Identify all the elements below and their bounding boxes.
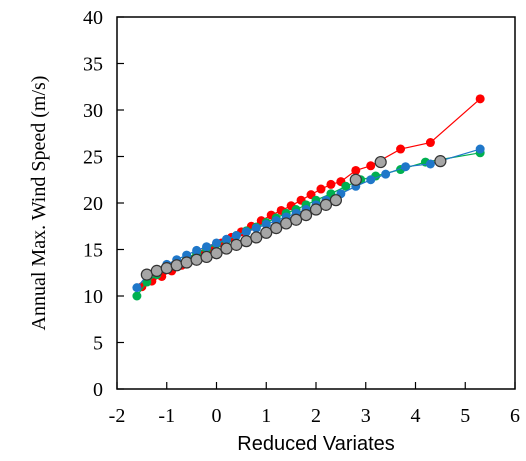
data-point xyxy=(132,283,142,293)
data-point xyxy=(349,173,362,186)
y-tick-label: 20 xyxy=(83,193,103,215)
data-point xyxy=(180,256,193,269)
data-point xyxy=(212,238,221,248)
data-point xyxy=(231,231,241,241)
data-point xyxy=(329,194,342,207)
data-point xyxy=(261,219,271,229)
series-layer xyxy=(132,94,485,301)
data-point xyxy=(366,175,376,185)
x-tick-label: -2 xyxy=(109,405,126,427)
data-point xyxy=(230,238,243,251)
y-tick-label: 25 xyxy=(83,147,103,169)
data-point xyxy=(475,144,485,154)
data-point xyxy=(250,231,263,244)
x-tick-label: 2 xyxy=(311,405,321,427)
y-tick-label: 10 xyxy=(83,286,103,308)
data-point xyxy=(192,245,202,255)
series-3 xyxy=(140,155,447,281)
data-point xyxy=(160,262,173,275)
x-tick-label: 6 xyxy=(510,405,520,427)
data-point xyxy=(316,184,326,194)
y-tick-label: 5 xyxy=(93,333,103,355)
data-point xyxy=(251,223,261,233)
data-point xyxy=(220,242,233,255)
data-point xyxy=(326,179,336,189)
data-point xyxy=(260,226,273,239)
data-point xyxy=(381,169,391,179)
series-1 xyxy=(132,148,485,301)
data-point xyxy=(351,165,361,175)
data-point xyxy=(202,242,212,252)
y-tick-label: 35 xyxy=(83,54,103,76)
x-tick-label: -1 xyxy=(158,405,175,427)
data-point xyxy=(319,198,333,211)
data-point xyxy=(309,203,323,216)
x-tick-label: 4 xyxy=(411,405,421,427)
data-point xyxy=(221,234,231,244)
data-point xyxy=(401,162,411,172)
data-point xyxy=(280,217,293,230)
data-point xyxy=(150,264,163,277)
data-point xyxy=(396,144,406,154)
data-point xyxy=(366,161,376,171)
data-point xyxy=(170,259,183,272)
series-line xyxy=(136,152,481,297)
y-tick-label: 40 xyxy=(83,7,103,29)
data-point xyxy=(434,155,447,168)
data-point xyxy=(425,159,435,169)
data-point xyxy=(341,181,351,191)
data-point xyxy=(241,227,251,237)
x-tick-label: 3 xyxy=(361,405,371,427)
x-tick-label: 0 xyxy=(212,405,222,427)
y-tick-label: 15 xyxy=(83,240,103,262)
data-point xyxy=(475,94,485,104)
y-tick-label: 30 xyxy=(83,100,103,122)
data-point xyxy=(425,138,435,148)
data-point xyxy=(374,155,387,169)
x-tick-label: 5 xyxy=(460,405,470,427)
x-axis: -2 -1 0 1 2 3 4 5 6 xyxy=(109,382,520,427)
data-point xyxy=(200,250,213,264)
data-point xyxy=(240,235,253,248)
x-tick-label: 1 xyxy=(261,405,271,427)
data-point xyxy=(190,253,203,266)
x-axis-title: Reduced Variates xyxy=(237,433,395,455)
data-point xyxy=(270,222,283,235)
y-axis: 0 5 10 15 20 25 30 35 40 xyxy=(83,7,124,401)
y-axis-title: Annual Max. Wind Speed (m/s) xyxy=(28,76,50,331)
data-point xyxy=(210,247,223,260)
y-tick-label: 0 xyxy=(93,379,103,401)
data-point xyxy=(140,268,153,281)
data-point xyxy=(132,291,142,301)
data-point xyxy=(290,213,303,226)
data-point xyxy=(299,208,313,222)
